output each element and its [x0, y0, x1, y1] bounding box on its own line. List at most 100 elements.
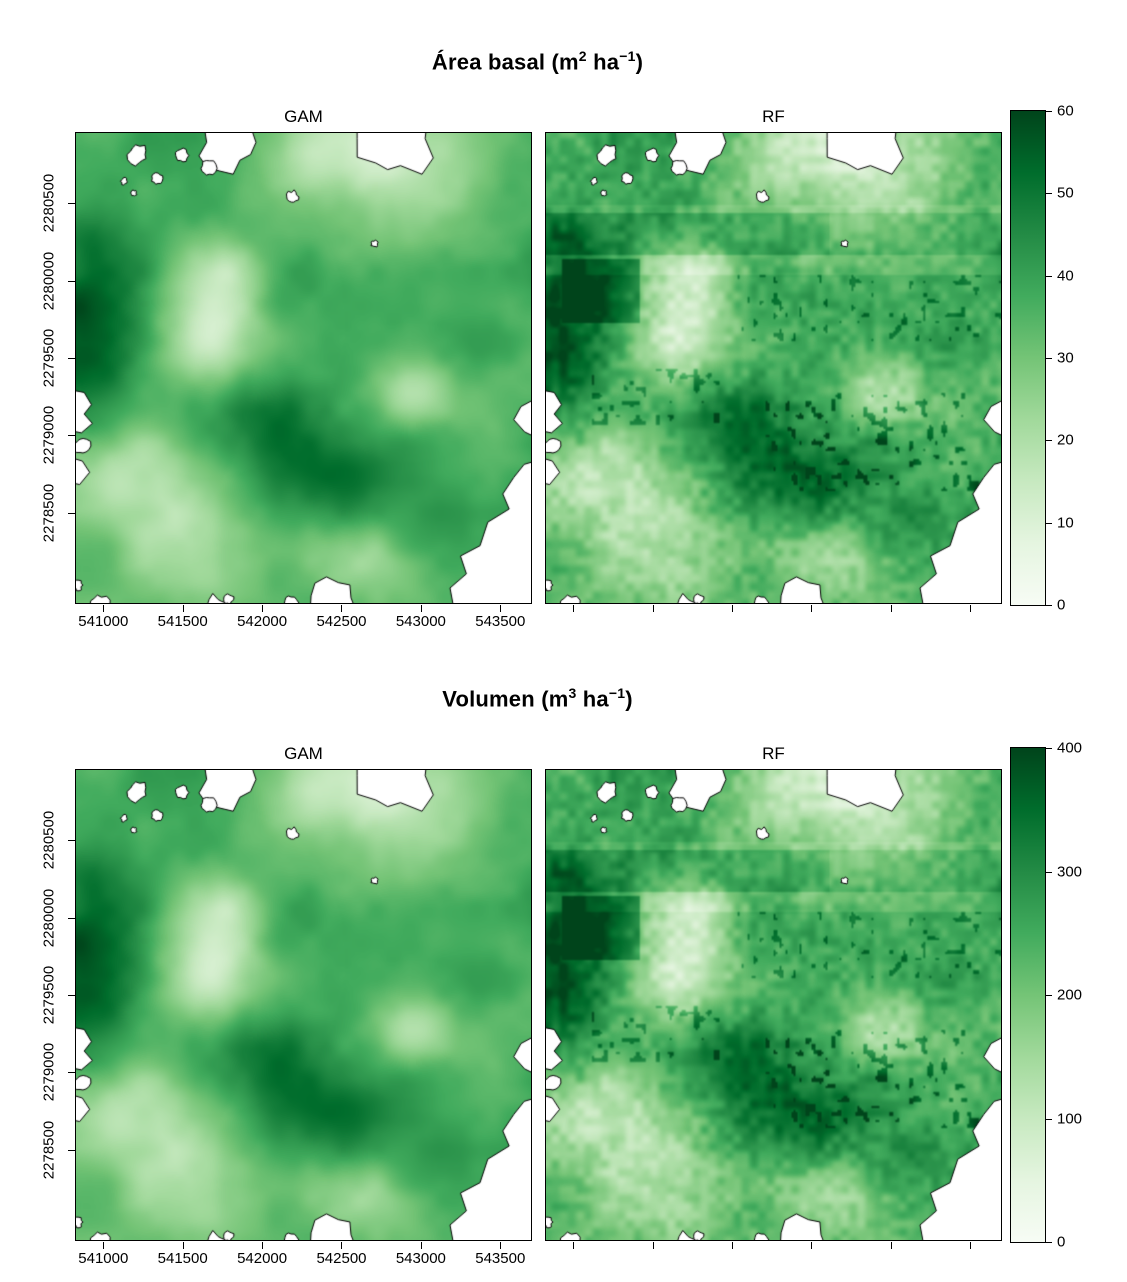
y-axis-tick-label: 2279000 — [40, 406, 58, 465]
x-axis-tick-label: 543500 — [475, 613, 526, 630]
x-axis-tick-mark — [732, 605, 734, 612]
colorbar-tick-label: 300 — [1057, 863, 1083, 880]
colorbar-tick-mark — [1046, 748, 1052, 749]
x-axis-tick-mark — [341, 1242, 343, 1249]
y-axis-tick-mark — [68, 840, 75, 842]
y-axis-tick-label: 2280000 — [40, 251, 58, 310]
x-axis-tick-mark — [262, 605, 264, 612]
title-superscript: 2 — [578, 48, 587, 64]
map-panel-rf — [545, 132, 1002, 604]
colorbar-tick-label: 400 — [1057, 739, 1083, 757]
colorbar — [1010, 110, 1046, 606]
colorbar — [1010, 747, 1046, 1243]
raster-map-gam — [76, 133, 531, 603]
title-superscript: −1 — [619, 48, 636, 64]
colorbar-tick-mark — [1046, 440, 1052, 442]
title-text: Área basal (m — [431, 49, 579, 75]
y-axis-tick-mark — [68, 1149, 75, 1151]
y-axis-tick-label: 2279500 — [40, 965, 58, 1024]
y-axis-tick-mark — [68, 1072, 75, 1074]
panel-title-rf: RF — [762, 744, 785, 763]
x-axis-tick-mark — [970, 605, 972, 612]
raster-map-rf — [546, 133, 1001, 603]
colorbar-tick-label: 50 — [1057, 184, 1074, 202]
x-axis-tick-label: 542000 — [237, 1250, 288, 1267]
figure-title-volumen: Volumen (m3 ha−1) — [75, 685, 1000, 712]
x-axis-tick-mark — [573, 605, 575, 612]
colorbar-tick-mark — [1046, 358, 1052, 359]
title-text: ha — [586, 49, 620, 75]
colorbar-tick-mark — [1046, 193, 1052, 195]
x-axis-tick-mark — [652, 605, 654, 612]
colorbar-tick-mark — [1046, 1242, 1052, 1243]
y-axis-tick-label: 2278500 — [40, 1120, 58, 1179]
x-axis-tick-mark — [811, 1242, 813, 1249]
colorbar-tick-mark — [1046, 111, 1052, 112]
x-axis-tick-label: 541500 — [157, 613, 208, 630]
x-axis-tick-label: 542500 — [316, 613, 367, 630]
x-axis-tick-mark — [103, 605, 105, 612]
y-axis-tick-label: 2279000 — [40, 1043, 58, 1102]
figure-volumen: Volumen (m3 ha−1) GAM RF 541000 541500 542… — [0, 641, 1127, 1278]
colorbar-gradient — [1011, 748, 1045, 1242]
raster-map-rf — [546, 770, 1001, 1240]
x-axis-tick-label: 543000 — [395, 613, 446, 630]
map-panel-rf — [545, 769, 1002, 1241]
y-axis-tick-label: 2280500 — [40, 810, 58, 870]
x-axis-tick-mark — [811, 605, 813, 612]
x-axis-tick-label: 543500 — [475, 1250, 526, 1267]
x-axis-tick-mark — [420, 1242, 422, 1249]
colorbar-tick-mark — [1046, 275, 1052, 277]
y-axis-tick-mark — [68, 435, 75, 437]
y-axis-tick-mark — [68, 994, 75, 996]
x-axis-tick-mark — [262, 1242, 264, 1249]
map-panel-gam — [75, 769, 532, 1241]
title-text: ha — [576, 686, 609, 712]
colorbar-tick-mark — [1046, 605, 1052, 606]
x-axis-tick-mark — [652, 1242, 654, 1249]
title-superscript: 3 — [568, 685, 577, 701]
x-axis-tick-mark — [103, 1242, 105, 1249]
y-axis-tick-mark — [68, 280, 75, 282]
x-axis-tick-mark — [341, 605, 343, 612]
colorbar-tick-label: 200 — [1057, 986, 1083, 1004]
x-axis-tick-label: 542000 — [237, 613, 288, 630]
x-axis-tick-label: 542500 — [316, 1250, 367, 1267]
y-axis-tick-label: 2278500 — [40, 483, 58, 542]
panel-title-gam: GAM — [284, 107, 323, 126]
y-axis-tick-label: 2279500 — [40, 328, 58, 387]
colorbar-tick-label: 40 — [1057, 267, 1074, 285]
figure-area-basal: Área basal (m2 ha−1) GAM RF 541000 541500… — [0, 4, 1127, 641]
colorbar-tick-label: 10 — [1057, 514, 1074, 532]
title-superscript: −1 — [608, 685, 626, 701]
colorbar-tick-mark — [1046, 522, 1052, 524]
x-axis-tick-label: 541000 — [78, 1250, 129, 1267]
colorbar-tick-mark — [1046, 1118, 1052, 1120]
colorbar-gradient — [1011, 111, 1045, 605]
panel-title-rf: RF — [762, 107, 785, 126]
raster-map-gam — [76, 770, 531, 1240]
x-axis-tick-mark — [500, 605, 502, 612]
map-panel-gam — [75, 132, 532, 604]
title-text: ) — [625, 686, 633, 712]
x-axis-tick-mark — [420, 605, 422, 612]
x-axis-tick-mark — [970, 1242, 972, 1249]
colorbar-tick-label: 60 — [1057, 102, 1074, 120]
y-axis-tick-label: 2280500 — [40, 173, 58, 233]
figure-title-basal: Área basal (m2 ha−1) — [75, 48, 1000, 75]
colorbar-tick-label: 100 — [1057, 1110, 1083, 1127]
y-axis-tick-mark — [68, 203, 75, 205]
panel-title-gam: GAM — [284, 744, 323, 763]
colorbar-tick-label: 0 — [1057, 596, 1066, 614]
title-text: ) — [635, 49, 644, 75]
y-axis-tick-mark — [68, 917, 75, 919]
y-axis-tick-mark — [68, 357, 75, 359]
colorbar-tick-mark — [1046, 995, 1052, 996]
y-axis-tick-label: 2280000 — [40, 888, 58, 947]
x-axis-tick-mark — [890, 1242, 892, 1249]
x-axis-tick-mark — [890, 605, 892, 612]
x-axis-tick-label: 541500 — [157, 1250, 208, 1267]
x-axis-tick-mark — [573, 1242, 575, 1249]
y-axis-tick-mark — [68, 512, 75, 514]
